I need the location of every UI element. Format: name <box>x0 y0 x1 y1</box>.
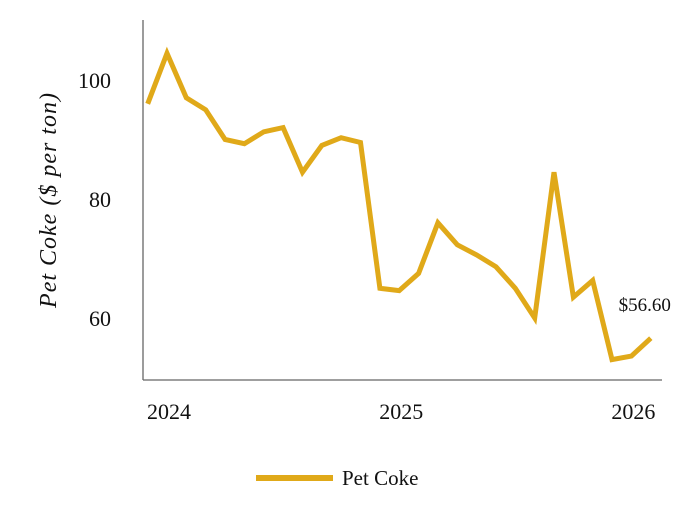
legend-label-pet-coke: Pet Coke <box>342 466 418 490</box>
x-tick-labels: 2024 2025 2026 <box>147 399 655 424</box>
legend: Pet Coke <box>256 466 418 490</box>
x-tick-label: 2026 <box>611 399 655 424</box>
y-tick-label: 100 <box>78 68 111 93</box>
y-tick-labels: 60 80 100 <box>78 68 111 331</box>
x-tick-label: 2025 <box>379 399 423 424</box>
x-tick-label: 2024 <box>147 399 191 424</box>
series-line-pet-coke <box>145 46 653 363</box>
axes <box>142 20 662 381</box>
y-tick-label: 60 <box>89 306 111 331</box>
last-value-annotation: $56.60 <box>619 295 671 316</box>
y-tick-label: 80 <box>89 187 111 212</box>
y-axis-label: Pet Coke ($ per ton) <box>36 92 62 309</box>
series-layer <box>145 46 653 363</box>
